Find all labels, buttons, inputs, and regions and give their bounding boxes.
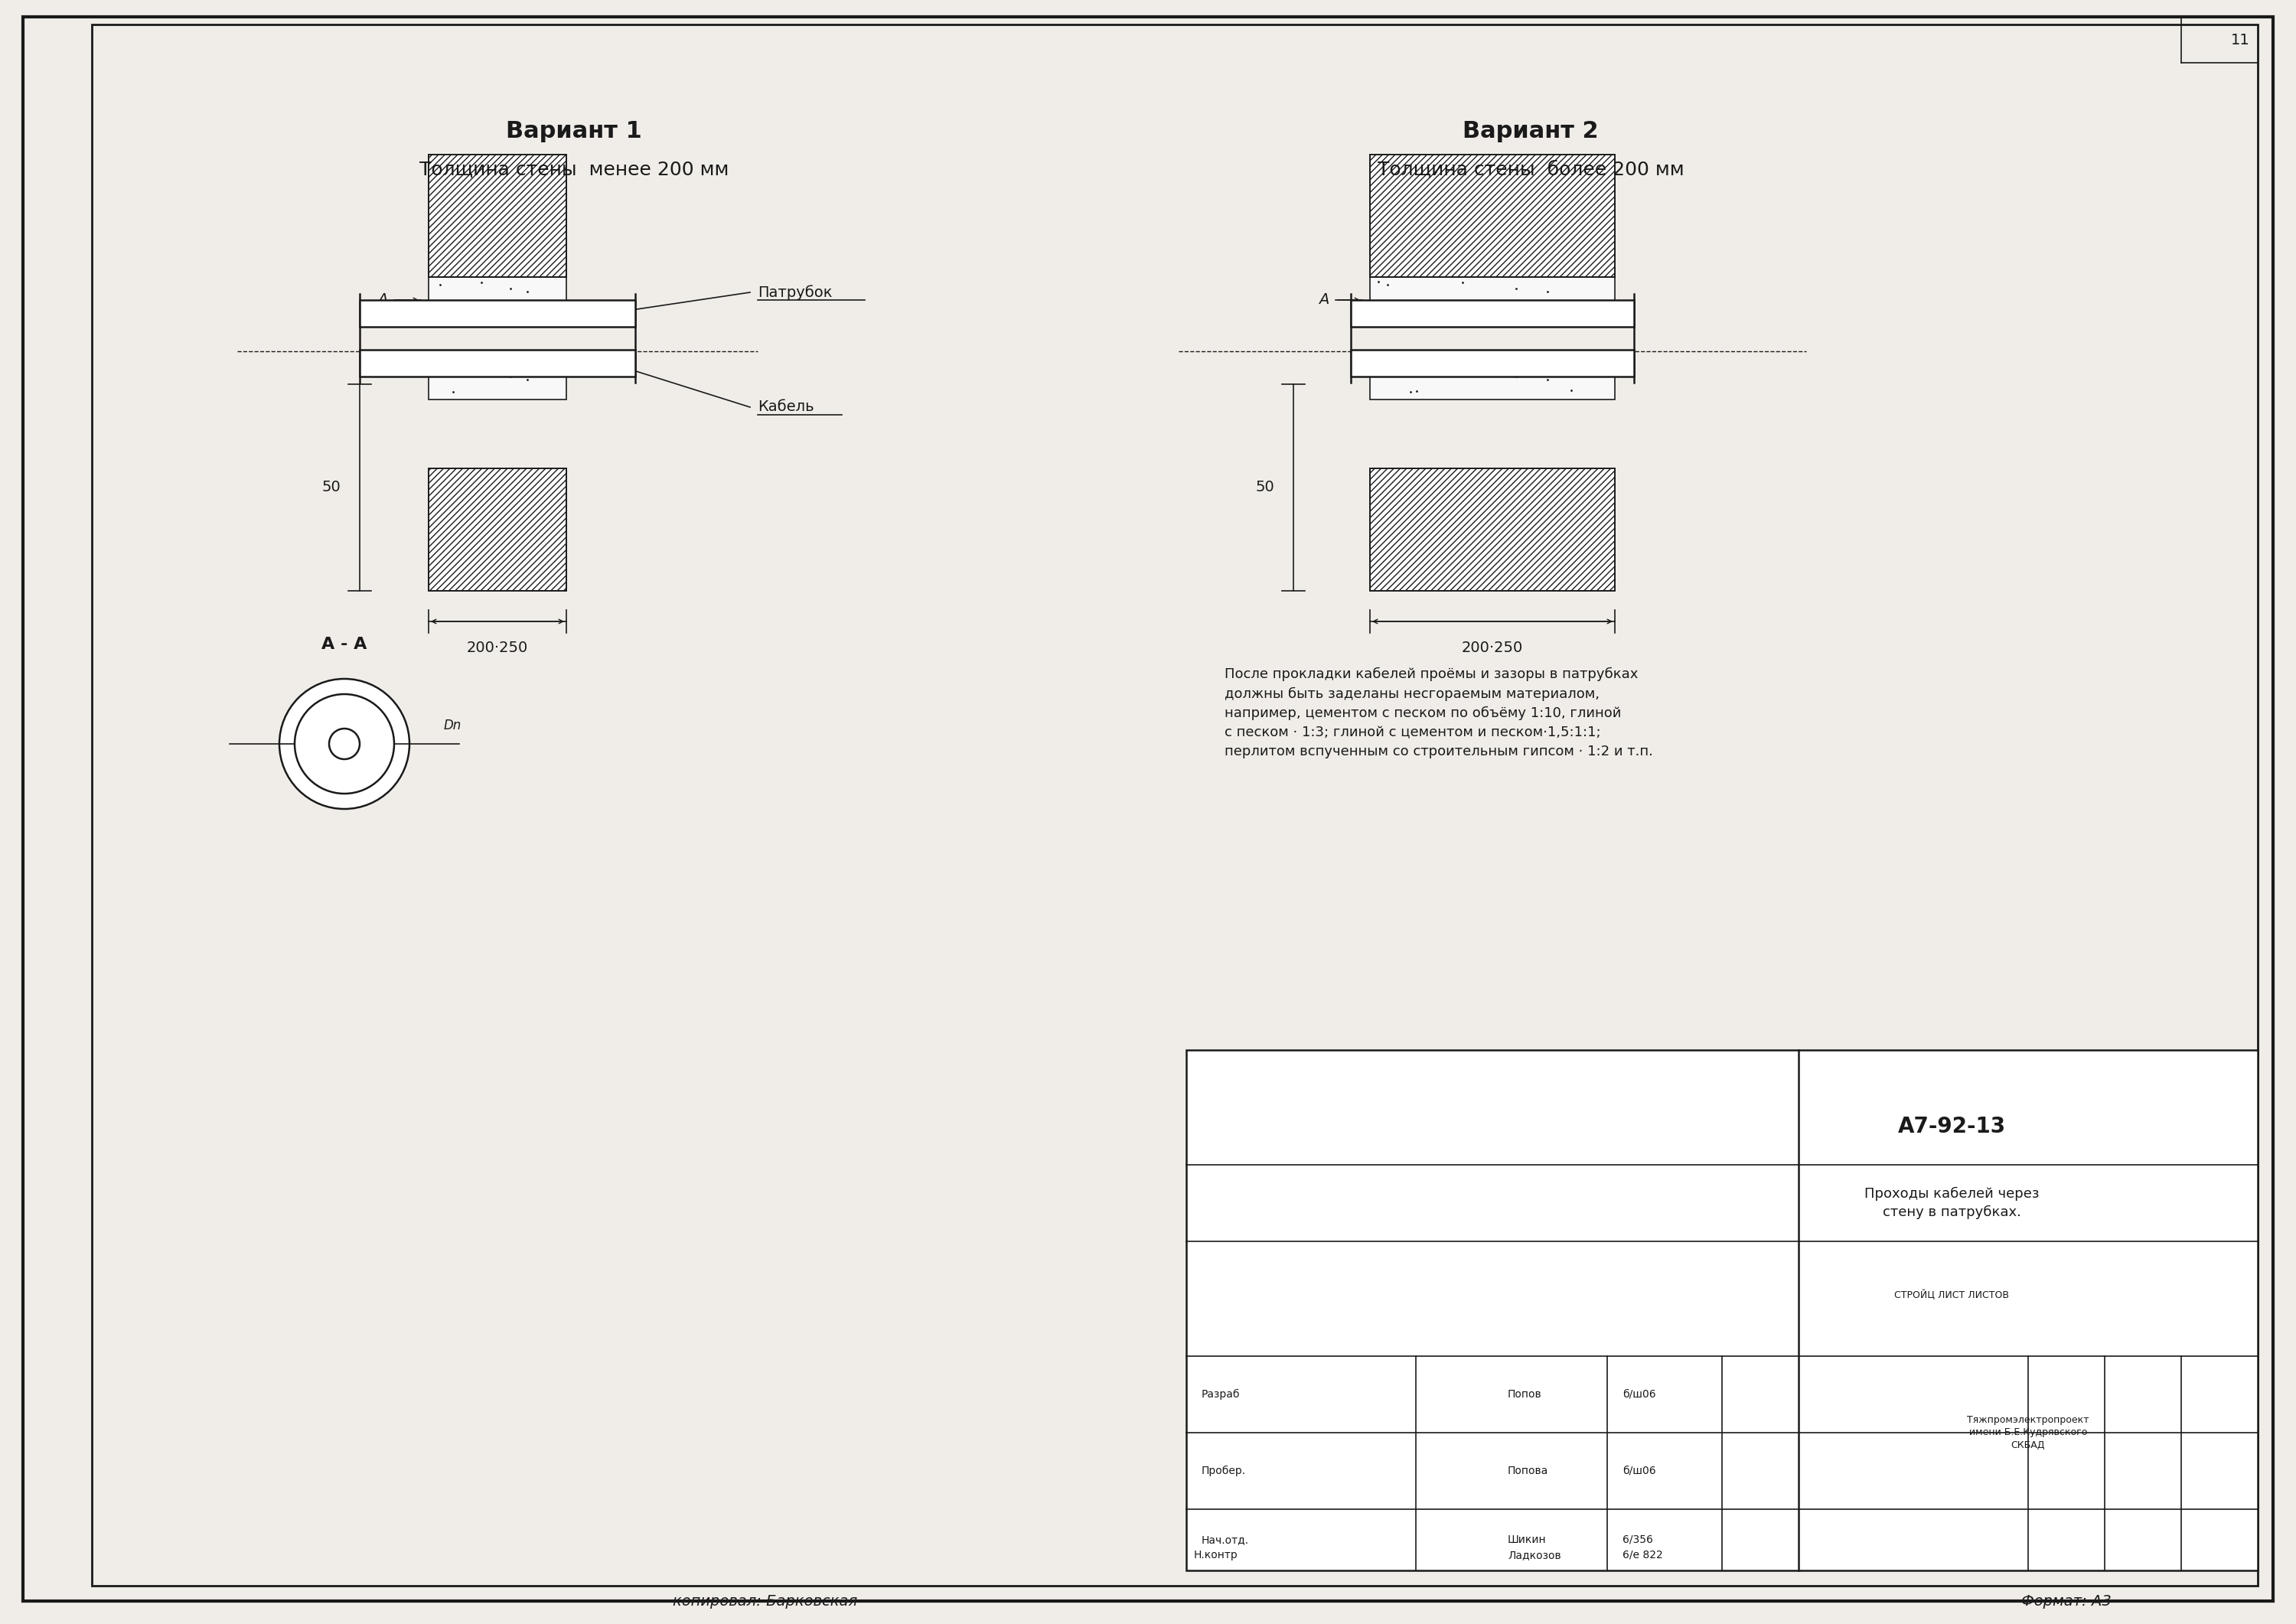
Text: Пробер.: Пробер. — [1201, 1465, 1247, 1476]
Bar — [1371, 468, 1614, 591]
Circle shape — [280, 679, 409, 809]
Text: Формат: А3: Формат: А3 — [2020, 1593, 2112, 1608]
Text: Шикин: Шикин — [1508, 1535, 1548, 1544]
Text: 50: 50 — [1256, 481, 1274, 495]
Text: копировал: Барковская: копировал: Барковская — [673, 1593, 859, 1608]
Text: А7-92-13: А7-92-13 — [1896, 1116, 2007, 1137]
Text: 50: 50 — [321, 481, 340, 495]
Text: Кабель: Кабель — [758, 400, 815, 414]
Text: Ладкозов: Ладкозов — [1508, 1549, 1561, 1561]
Polygon shape — [360, 349, 636, 377]
Text: Тяжпромэлектропроект
имени Б.Е.Кудрявского
СКБАД: Тяжпромэлектропроект имени Б.Е.Кудрявско… — [1968, 1416, 2089, 1450]
Text: А: А — [1318, 292, 1329, 307]
Polygon shape — [1371, 468, 1614, 591]
Text: 6/356: 6/356 — [1623, 1535, 1653, 1544]
Text: А - А: А - А — [321, 637, 367, 653]
Text: б/ш06: б/ш06 — [1623, 1389, 1655, 1400]
Text: 200·250: 200·250 — [1463, 640, 1522, 654]
Bar — [1371, 154, 1614, 278]
Text: Толщина стены  более 200 мм: Толщина стены более 200 мм — [1378, 161, 1683, 179]
Text: Н.контр: Н.контр — [1194, 1549, 1238, 1561]
Polygon shape — [1350, 300, 1635, 326]
Bar — [429, 468, 567, 591]
Polygon shape — [429, 154, 567, 278]
Text: Разраб: Разраб — [1201, 1389, 1240, 1400]
Text: Попов: Попов — [1508, 1389, 1543, 1400]
Text: 200·250: 200·250 — [466, 640, 528, 654]
Text: Патрубок: Патрубок — [758, 284, 831, 300]
Text: 6/е 822: 6/е 822 — [1623, 1549, 1662, 1561]
Polygon shape — [1371, 154, 1614, 278]
Polygon shape — [1371, 365, 1614, 400]
Text: 11: 11 — [2232, 32, 2250, 47]
Text: Попова: Попова — [1508, 1465, 1548, 1476]
Polygon shape — [1350, 349, 1635, 377]
Text: СТРОЙЦ ЛИСТ ЛИСТОВ: СТРОЙЦ ЛИСТ ЛИСТОВ — [1894, 1289, 2009, 1301]
Text: Вариант 1: Вариант 1 — [505, 120, 643, 143]
Bar — [429, 154, 567, 278]
Text: После прокладки кабелей проёмы и зазоры в патрубках
должны быть заделаны несгора: После прокладки кабелей проёмы и зазоры … — [1224, 667, 1653, 758]
Circle shape — [294, 693, 395, 794]
Polygon shape — [1371, 278, 1614, 312]
Polygon shape — [429, 365, 567, 400]
Text: Dn: Dn — [443, 719, 461, 732]
Text: Толщина стены  менее 200 мм: Толщина стены менее 200 мм — [420, 161, 728, 179]
Circle shape — [328, 729, 360, 758]
Polygon shape — [429, 468, 567, 591]
Text: А: А — [377, 292, 388, 307]
Polygon shape — [1187, 1051, 2257, 1570]
Text: Нач.отд.: Нач.отд. — [1201, 1535, 1249, 1544]
Text: Проходы кабелей через
стену в патрубках.: Проходы кабелей через стену в патрубках. — [1864, 1187, 2039, 1220]
Polygon shape — [429, 278, 567, 312]
Text: Вариант 2: Вариант 2 — [1463, 120, 1598, 143]
Polygon shape — [360, 300, 636, 326]
Text: б/ш06: б/ш06 — [1623, 1465, 1655, 1476]
